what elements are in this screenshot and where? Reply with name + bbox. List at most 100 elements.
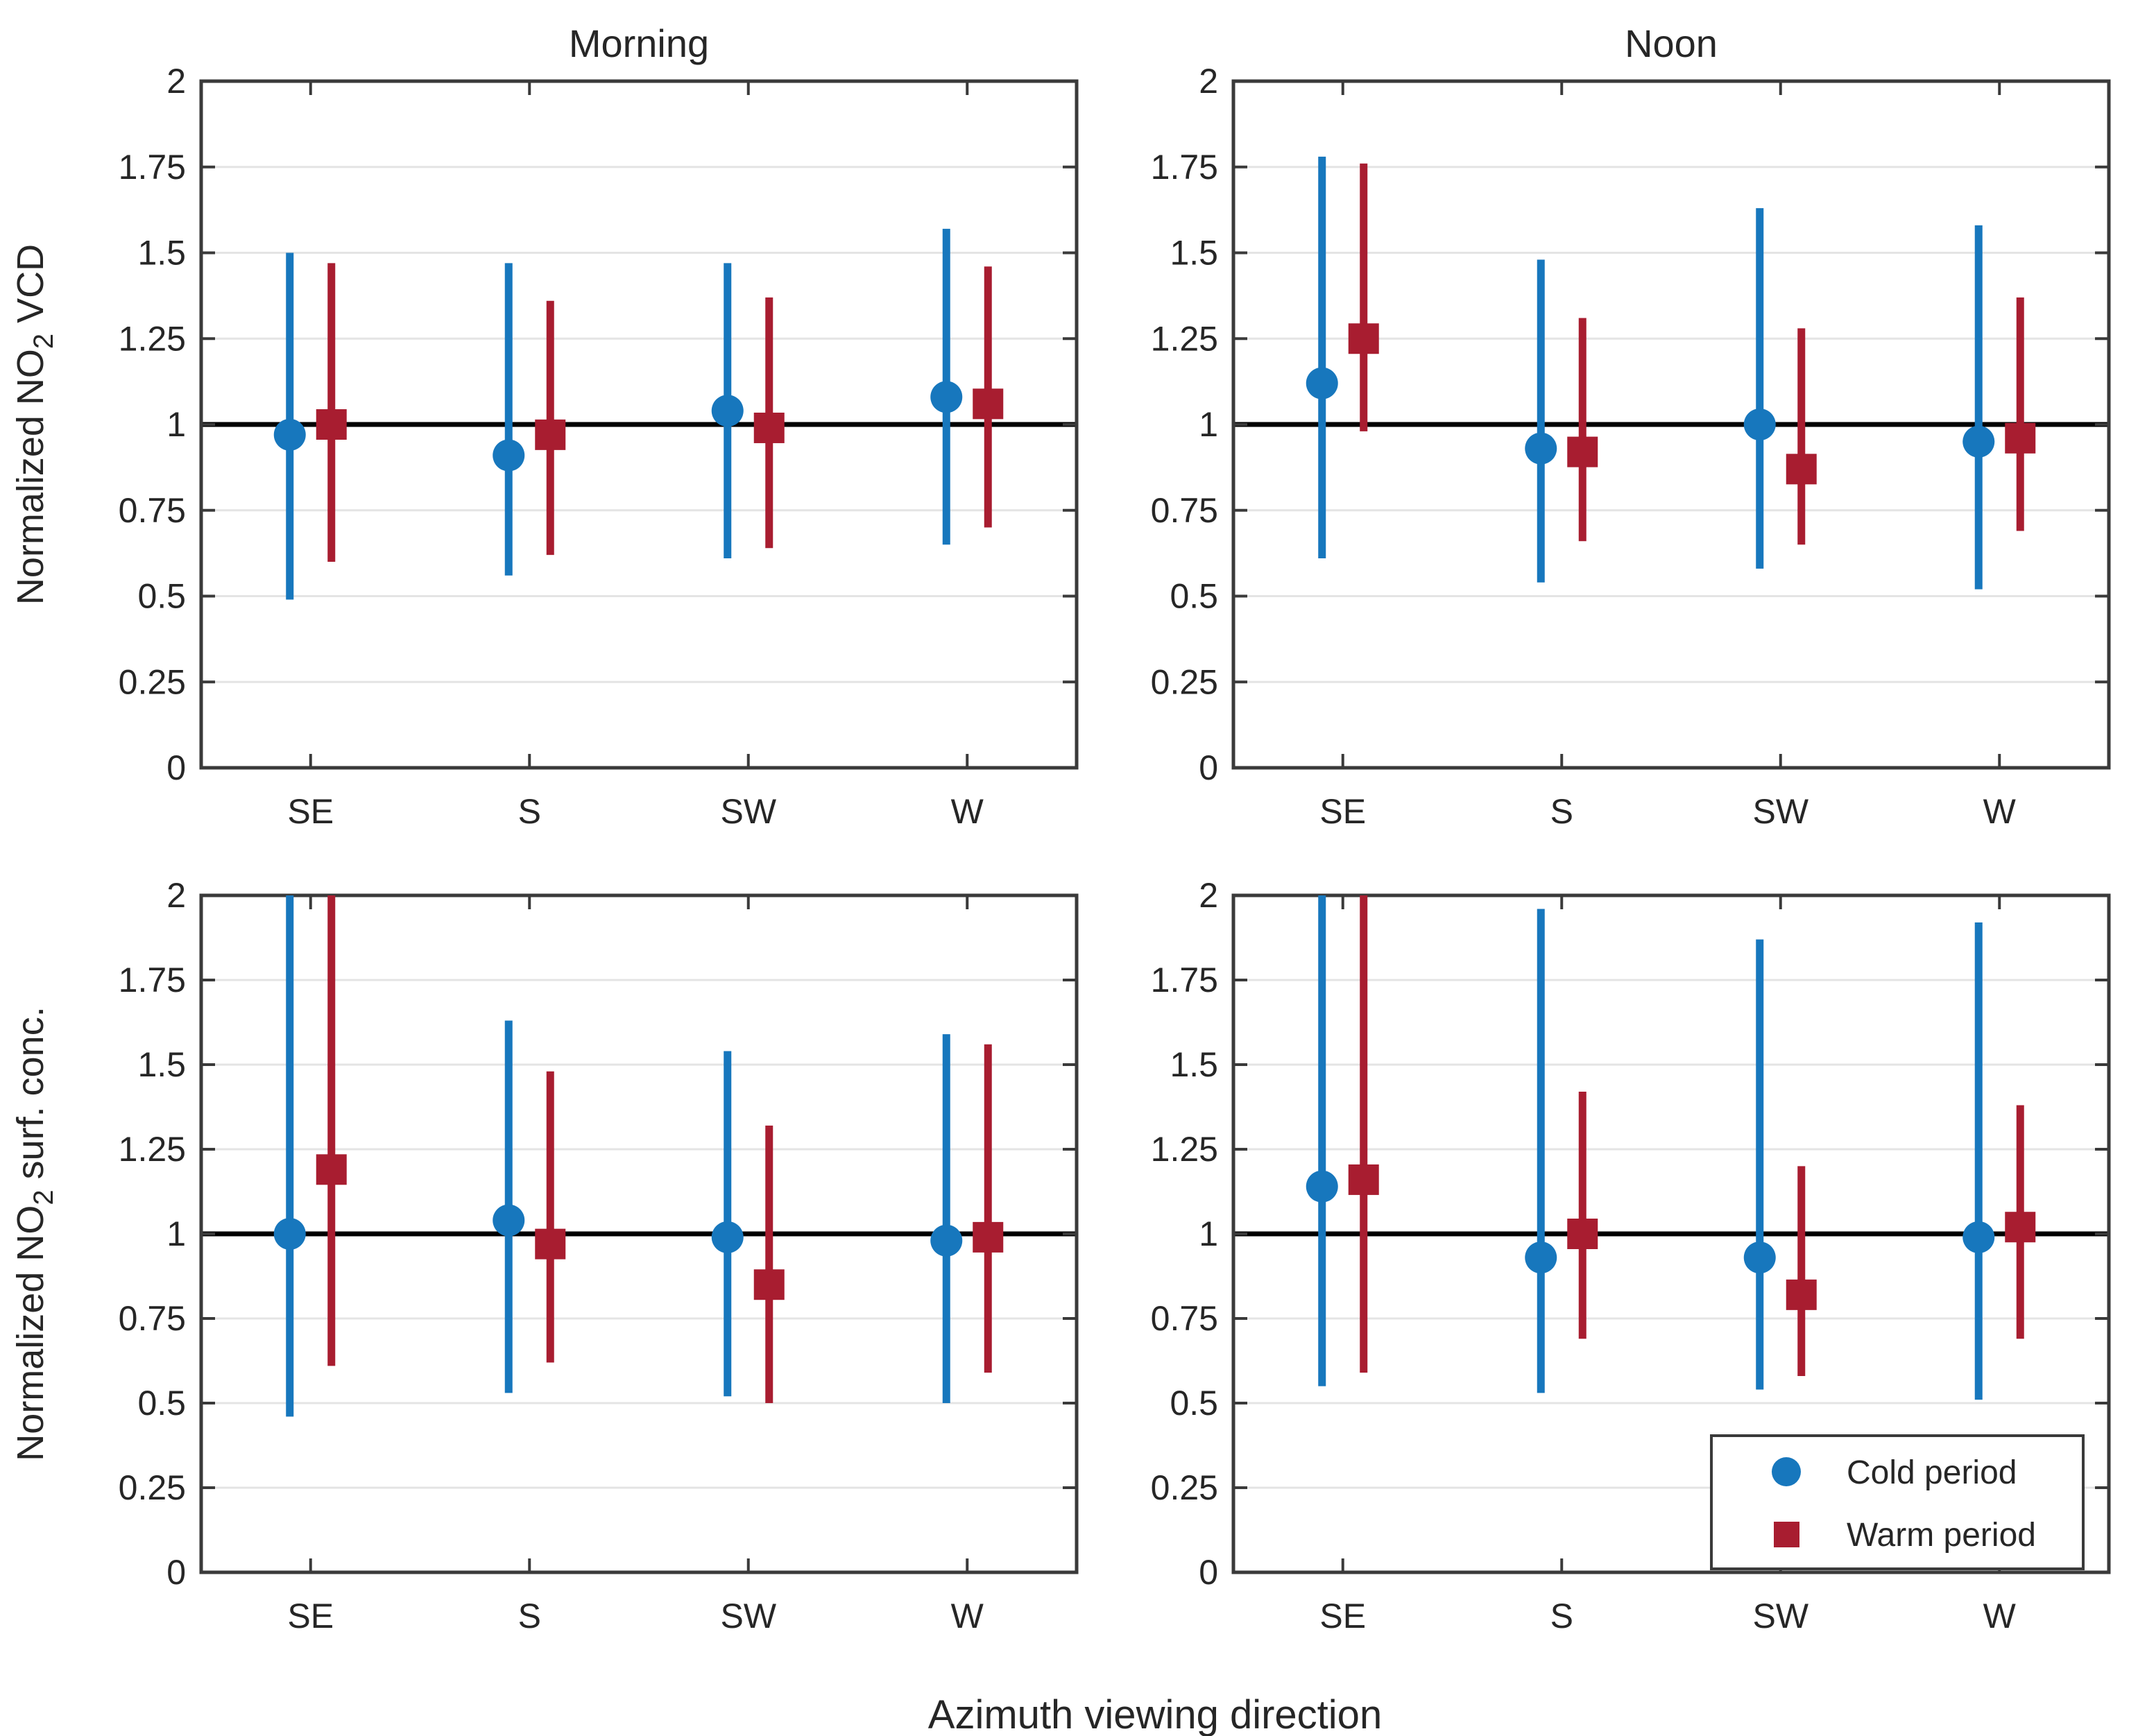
ytick-label-1: 1 bbox=[1199, 405, 1218, 444]
marker-cold-s bbox=[493, 1204, 525, 1237]
marker-warm-se bbox=[1348, 323, 1379, 354]
series-warm-period bbox=[1348, 163, 2036, 545]
series-warm-period bbox=[316, 263, 1004, 562]
xtick-label-W: W bbox=[1983, 792, 2017, 831]
xtick-label-SE: SE bbox=[1319, 792, 1366, 831]
marker-warm-sw bbox=[753, 1269, 785, 1300]
series-warm-period bbox=[316, 895, 1004, 1403]
xtick-label-SW: SW bbox=[720, 1597, 776, 1635]
ytick-label-2: 2 bbox=[166, 62, 186, 101]
ytick-label-0.75: 0.75 bbox=[119, 491, 186, 530]
ytick-label-0.75: 0.75 bbox=[119, 1299, 186, 1338]
ytick-label-0.5: 0.5 bbox=[1170, 1384, 1218, 1423]
marker-warm-w bbox=[973, 388, 1004, 420]
marker-cold-se bbox=[273, 1218, 306, 1250]
ytick-label-1.75: 1.75 bbox=[119, 961, 186, 999]
subplot-noon-surf-conc: 0 0.25 0.5 0.75 1 1.25 1.5 1.75 2 SE S SW W bbox=[1151, 876, 2111, 1635]
ytick-label-1.25: 1.25 bbox=[119, 319, 186, 358]
series-cold-period bbox=[1306, 156, 1995, 590]
xtick-label-SE: SE bbox=[1319, 1597, 1366, 1635]
marker-warm-sw bbox=[753, 412, 785, 443]
ytick-label-0: 0 bbox=[166, 1553, 186, 1592]
legend-box bbox=[1710, 1434, 2085, 1570]
marker-warm-w bbox=[973, 1221, 1004, 1253]
y-axis-label-surf-conc: Normalized NO2 surf. conc. bbox=[10, 1006, 59, 1461]
marker-cold-s bbox=[493, 439, 525, 472]
legend-label-cold-period: Cold period bbox=[1847, 1454, 2017, 1491]
xtick-label-SE: SE bbox=[287, 792, 334, 831]
ytick-label-1.25: 1.25 bbox=[1151, 1130, 1218, 1169]
marker-cold-w bbox=[1962, 1221, 1995, 1253]
xtick-label-S: S bbox=[518, 1597, 541, 1635]
marker-warm-sw bbox=[1786, 454, 1817, 485]
ytick-label-0.75: 0.75 bbox=[1151, 491, 1218, 530]
xtick-label-W: W bbox=[951, 1597, 984, 1635]
x-axis-label: Azimuth viewing direction bbox=[928, 1692, 1382, 1736]
ytick-label-0: 0 bbox=[166, 748, 186, 787]
xtick-label-SW: SW bbox=[720, 792, 776, 831]
ytick-label-0.5: 0.5 bbox=[137, 577, 186, 616]
ytick-label-1: 1 bbox=[1199, 1214, 1218, 1253]
marker-cold-w bbox=[930, 1224, 963, 1257]
marker-warm-s bbox=[1567, 1219, 1598, 1249]
ytick-label-1.5: 1.5 bbox=[1170, 234, 1218, 273]
marker-cold-w bbox=[930, 381, 963, 413]
ytick-label-0.5: 0.5 bbox=[137, 1384, 186, 1423]
title-noon: Noon bbox=[1625, 22, 1718, 65]
ytick-label-1.75: 1.75 bbox=[119, 148, 186, 187]
marker-warm-s bbox=[535, 1228, 566, 1260]
series-cold-period bbox=[1306, 895, 1995, 1400]
ytick-label-2: 2 bbox=[1199, 62, 1218, 101]
ytick-label-2: 2 bbox=[166, 876, 186, 915]
xtick-label-S: S bbox=[518, 792, 541, 831]
marker-warm-sw bbox=[1786, 1279, 1817, 1310]
ytick-label-1.5: 1.5 bbox=[1170, 1045, 1218, 1084]
ytick-label-0: 0 bbox=[1199, 748, 1218, 787]
ytick-label-0.5: 0.5 bbox=[1170, 577, 1218, 616]
xtick-label-S: S bbox=[1550, 1597, 1573, 1635]
xtick-label-SE: SE bbox=[287, 1597, 334, 1635]
subplot-morning-surf-conc: 0 0.25 0.5 0.75 1 1.25 1.5 1.75 2 SE S SW W bbox=[119, 876, 1079, 1635]
ytick-label-0.25: 0.25 bbox=[119, 1468, 186, 1507]
marker-cold-s bbox=[1525, 1241, 1557, 1274]
ytick-label-1: 1 bbox=[166, 1214, 186, 1253]
series-warm-period bbox=[1348, 895, 2036, 1376]
marker-warm-s bbox=[1567, 436, 1598, 467]
ytick-label-1.75: 1.75 bbox=[1151, 148, 1218, 187]
ytick-label-1.5: 1.5 bbox=[137, 1045, 186, 1084]
legend: Cold period Warm period bbox=[1710, 1434, 2085, 1570]
title-morning: Morning bbox=[569, 22, 709, 65]
marker-cold-sw bbox=[711, 395, 744, 427]
xtick-label-W: W bbox=[1983, 1597, 2017, 1635]
series-cold-period bbox=[273, 895, 963, 1417]
ytick-label-1.75: 1.75 bbox=[1151, 961, 1218, 999]
ytick-label-1.5: 1.5 bbox=[137, 234, 186, 273]
marker-warm-w bbox=[2005, 422, 2036, 454]
ytick-label-0: 0 bbox=[1199, 1553, 1218, 1592]
marker-warm-se bbox=[316, 1154, 347, 1185]
ytick-label-1: 1 bbox=[166, 405, 186, 444]
marker-cold-sw bbox=[1743, 409, 1776, 440]
ytick-label-1.25: 1.25 bbox=[1151, 319, 1218, 358]
marker-cold-se bbox=[1306, 367, 1338, 399]
marker-warm-w bbox=[2005, 1212, 2036, 1243]
series-cold-period bbox=[273, 228, 963, 600]
legend-label-warm-period: Warm period bbox=[1847, 1517, 2036, 1554]
ytick-label-0.25: 0.25 bbox=[1151, 662, 1218, 701]
marker-cold-se bbox=[1306, 1170, 1338, 1203]
ytick-label-0.25: 0.25 bbox=[119, 662, 186, 701]
ytick-label-2: 2 bbox=[1199, 876, 1218, 915]
marker-warm-se bbox=[1348, 1164, 1379, 1195]
legend-cold-period-circle-icon bbox=[1772, 1457, 1801, 1486]
xtick-label-SW: SW bbox=[1752, 1597, 1808, 1635]
y-axis-label-vcd: Normalized NO2 VCD bbox=[10, 244, 59, 605]
marker-cold-s bbox=[1525, 432, 1557, 465]
marker-cold-sw bbox=[711, 1221, 744, 1253]
xtick-label-S: S bbox=[1550, 792, 1573, 831]
xtick-label-SW: SW bbox=[1752, 792, 1808, 831]
legend-warm-period-square-icon bbox=[1774, 1522, 1799, 1547]
ytick-label-0.25: 0.25 bbox=[1151, 1468, 1218, 1507]
